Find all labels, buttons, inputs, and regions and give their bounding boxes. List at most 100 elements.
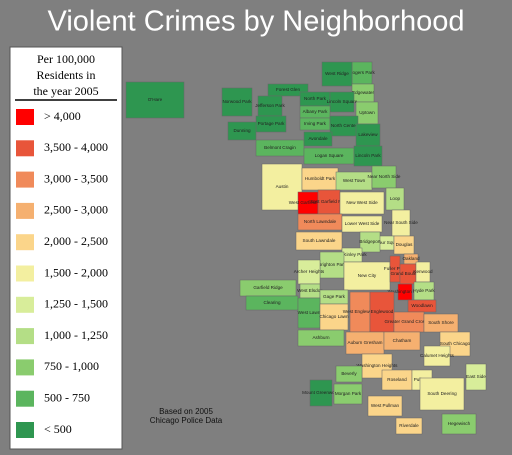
legend-title: Residents in [37,68,96,82]
neighborhood-region [227,121,257,141]
neighborhood-label: New West Side [346,200,378,205]
neighborhood-region [441,413,477,435]
neighborhood-label: Oakland [402,256,420,261]
neighborhood-region [397,283,413,301]
neighborhood-label: North Park [304,96,327,101]
neighborhood-label: Hyde Park [413,288,435,293]
legend-swatch [16,265,34,282]
neighborhood-label: West Lawn [298,310,321,315]
neighborhood-label: Brighton Park [318,262,347,267]
neighborhood-label: Lincoln Park [355,153,381,158]
neighborhood-label: Edgewater [352,90,374,95]
neighborhood-region [439,331,471,357]
legend: Per 100,000 Residents in the year 2005 > 4,… [16,52,108,438]
neighborhood-label: Calumet Heights [420,353,455,358]
legend-swatch [16,422,34,438]
legend-label: < 500 [44,422,72,436]
neighborhood-region [419,377,465,411]
neighborhood-label: South Deering [427,391,457,396]
neighborhood-label: Logan Square [315,153,344,158]
neighborhood-label: West Elsdon [297,288,323,293]
neighborhood-label: Washington Heights [357,363,399,368]
legend-swatch [16,109,34,125]
neighborhood-region [125,81,185,119]
neighborhood-label: Greater Grand Crossing [384,319,433,324]
legend-label: 1,250 - 1,500 [44,297,108,311]
neighborhood-region [261,163,303,211]
neighborhood-label: North Lawndale [304,219,337,224]
neighborhood-label: Belmont Cragin [264,145,296,150]
neighborhood-label: Riverdale [399,423,419,428]
credit: Based on 2005 [159,407,213,416]
neighborhood-label: Douglas [396,242,414,247]
neighborhood-label: South Shore [428,320,454,325]
neighborhood-region [295,231,343,251]
neighborhood-label: Lincoln Square [327,99,358,104]
legend-swatch [16,140,34,157]
neighborhood-label: Gage Park [323,294,346,299]
neighborhood-label: Fuller Park [384,266,407,271]
neighborhood-label: Grand Boulevard [391,271,426,276]
neighborhood-label: Irving Park [304,121,327,126]
neighborhood-label: Loop [390,196,401,201]
legend-swatch [16,234,34,251]
neighborhood-region [335,365,363,383]
neighborhood-label: Portage Park [258,121,286,126]
neighborhood-region [423,345,451,367]
legend-swatch [16,359,34,376]
legend-label: 1,000 - 1,250 [44,328,108,342]
neighborhood-label: Dunning [233,128,251,133]
neighborhood-label: West Town [343,178,366,183]
legend-swatch [16,171,34,188]
title: Violent Crimes by Neighborhood [48,6,465,38]
neighborhood-label: Woodlawn [411,303,433,308]
neighborhood-label: Roseland [387,377,407,382]
neighborhood-region [297,329,345,347]
neighborhood-label: Englewood [371,309,394,314]
neighborhood-label: Rogers Park [349,70,375,75]
legend-label: 1,500 - 2,000 [44,265,108,279]
neighborhood-region [465,363,487,391]
neighborhood-label: Humboldt Park [305,176,336,181]
legend-label: > 4,000 [44,109,81,123]
neighborhood-label: McKinley Park [337,252,367,257]
legend-label: 2,500 - 3,000 [44,203,108,217]
neighborhood-label: West Garfield Park [289,200,328,205]
neighborhood-label: Auburn Gresham [348,340,383,345]
legend-title: Per 100,000 [37,52,95,66]
neighborhood-label: Clearing [263,300,281,305]
neighborhood-label: Beverly [341,371,357,376]
neighborhood-label: East Garfield Park [310,199,348,204]
neighborhood-label: South Chicago [440,341,471,346]
neighborhood-label: Mount Greenwood [302,390,340,395]
legend-label: 2,000 - 2,500 [44,234,108,248]
legend-swatch [16,202,34,219]
legend-title: the year 2005 [33,84,98,98]
legend-label: 500 - 750 [44,390,90,404]
neighborhood-label: Uptown [359,110,375,115]
neighborhood-label: Jefferson Park [255,103,285,108]
neighborhood-region [371,165,397,189]
neighborhood-label: Kenwood [413,269,433,274]
neighborhood-label: Lakeview [358,132,378,137]
legend-swatch [16,390,34,407]
neighborhood-region [321,61,353,87]
neighborhood-label: Near North Side [368,174,401,179]
neighborhood-region [309,379,333,407]
neighborhood-label: Ashburn [312,335,330,340]
neighborhood-label: Norwood Park [222,99,252,104]
legend-label: 750 - 1,000 [44,359,99,373]
neighborhood-label: Armour Square [370,240,402,245]
legend-swatch [16,328,34,345]
neighborhood-label: Archer Heights [294,269,325,274]
neighborhood-region [395,417,423,435]
legend-swatch [16,296,34,313]
neighborhood-region [303,131,333,147]
neighborhood-label: West Ridge [325,71,349,76]
neighborhood-region [319,303,349,331]
neighborhood-label: Near South Side [384,220,418,225]
neighborhood-region [383,331,421,351]
neighborhood-label: South Lawndale [303,238,336,243]
neighborhood-label: Chicago Lawn [319,314,349,319]
